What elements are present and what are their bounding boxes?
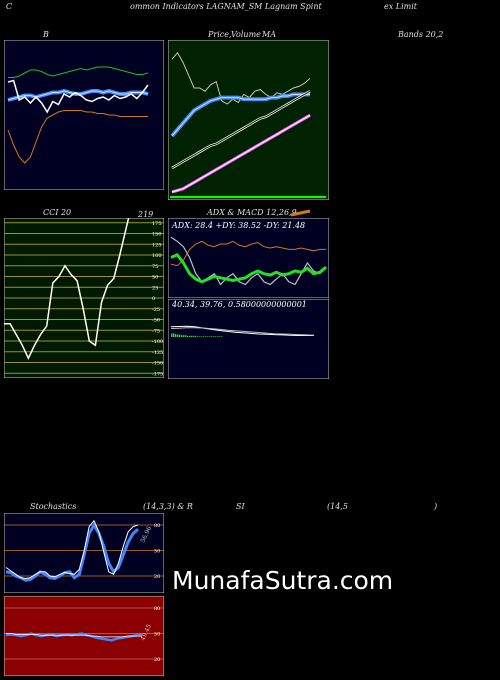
rsi-signal-line xyxy=(6,633,142,638)
macd-histogram-bar xyxy=(215,336,217,337)
cci-label: CCI 20 xyxy=(43,208,72,217)
bands-label: Bands 20,2 xyxy=(398,30,444,39)
bands-b-label: B xyxy=(43,30,49,39)
cci-value: 219 xyxy=(138,210,154,219)
rsi-si: SI xyxy=(236,502,245,511)
trend-highlight xyxy=(171,114,311,193)
rsi-tick-label: 50 xyxy=(154,632,160,638)
macd-histogram-bar xyxy=(179,334,181,337)
macd-histogram-bar xyxy=(205,336,207,337)
bb-upper-line xyxy=(8,66,149,78)
stoch-params: (14,3,3) & R xyxy=(143,502,193,511)
stoch-tick-label: 50 xyxy=(154,549,160,555)
cci-chart: 175 150 125 100 75 50 25 0 -25 -50 -75 -100 -125 -150… xyxy=(4,218,164,378)
cci-tick-label: -50 xyxy=(152,318,160,324)
price-label: Price, xyxy=(208,30,232,39)
macd-histogram-bar xyxy=(219,336,221,337)
stoch-tick-label: 80 xyxy=(154,523,160,529)
cci-tick-label: -150 xyxy=(152,361,163,367)
adx-line xyxy=(170,236,327,286)
minus-di-line xyxy=(170,240,326,267)
volume-label: Volume xyxy=(231,30,261,39)
rsi-tick-label: 80 xyxy=(154,606,160,612)
adx-values: ADX: 28.4 +DY: 38.52 -DY: 21.48 xyxy=(171,221,305,230)
rsi-close: ) xyxy=(434,502,438,511)
cci-tick-label: 150 xyxy=(152,232,162,238)
stoch-label: Stochastics xyxy=(30,502,77,511)
macd-histogram-bar xyxy=(193,335,195,337)
price-volume-chart xyxy=(168,40,329,200)
cci-tick-label: 50 xyxy=(152,275,158,281)
adx-chart: ADX: 28.4 +DY: 38.52 -DY: 21.48 xyxy=(168,218,329,298)
macd-histogram-bar xyxy=(189,335,191,337)
macd-histogram-bar xyxy=(173,333,175,337)
rsi-params: (14,5 xyxy=(327,502,348,511)
cci-line xyxy=(4,218,130,360)
macd-histogram-bar xyxy=(183,335,185,337)
macd-histogram-bar xyxy=(199,336,201,337)
signal-line xyxy=(170,327,315,336)
cci-tick-label: -100 xyxy=(152,339,163,345)
header-title: ommon Indicators LAGNAM_SM Lagnam Spint xyxy=(130,2,322,11)
ma-label: MA xyxy=(262,30,276,39)
macd-histogram-bar xyxy=(203,336,205,337)
macd-histogram-bar xyxy=(185,335,187,337)
bb-lower-line xyxy=(7,110,148,164)
macd-histogram-bar xyxy=(209,336,211,337)
header-right: ex Limit xyxy=(384,2,418,11)
long-ma-inner xyxy=(171,90,311,169)
cci-tick-label: -75 xyxy=(152,328,160,334)
macd-values: 40.34, 39.76, 0.58000000000001 xyxy=(171,300,307,309)
macd-histogram-bar xyxy=(211,336,213,337)
rsi-tick-label: 20 xyxy=(154,657,160,663)
stoch-tick-label: 20 xyxy=(154,574,160,580)
cci-tick-label: 25 xyxy=(152,285,158,291)
cci-tick-label: -25 xyxy=(152,307,160,313)
cci-tick-label: 125 xyxy=(152,242,162,248)
ma-highlight xyxy=(171,93,310,137)
macd-histogram-bar xyxy=(181,335,183,337)
cci-tick-label: 0 xyxy=(152,296,155,302)
macd-histogram-bar xyxy=(207,336,209,337)
plus-di-line xyxy=(170,252,327,284)
orange-marker xyxy=(290,209,311,217)
header-c: C xyxy=(6,2,13,11)
cci-tick-label: 175 xyxy=(152,221,162,227)
macd-histogram-bar xyxy=(195,335,197,337)
macd-histogram-bar xyxy=(217,336,219,337)
bollinger-chart xyxy=(4,40,164,190)
macd-line xyxy=(170,325,314,336)
macd-histogram-bar xyxy=(177,334,179,337)
macd-histogram-bar xyxy=(197,336,199,337)
macd-histogram-bar xyxy=(187,335,189,337)
stoch-k-line xyxy=(5,519,139,580)
cci-tick-label: 100 xyxy=(152,253,162,259)
watermark: MunafaSutra.com xyxy=(172,566,394,595)
macd-histogram-bar xyxy=(201,336,203,337)
macd-histogram-bar xyxy=(213,336,215,337)
macd-chart: 40.34, 39.76, 0.58000000000001 xyxy=(168,299,329,379)
cci-tick-label: 75 xyxy=(152,264,158,270)
macd-histogram-bar xyxy=(175,334,177,337)
macd-histogram-bar xyxy=(171,333,173,337)
cci-tick-label: -125 xyxy=(152,350,163,356)
macd-histogram-bar xyxy=(191,335,193,337)
macd-histogram-bar xyxy=(221,336,223,337)
adx-macd-label: ADX & MACD 12,26,9 xyxy=(207,208,297,217)
cci-tick-label: -175 xyxy=(152,371,163,377)
bb-price-line xyxy=(7,79,149,114)
